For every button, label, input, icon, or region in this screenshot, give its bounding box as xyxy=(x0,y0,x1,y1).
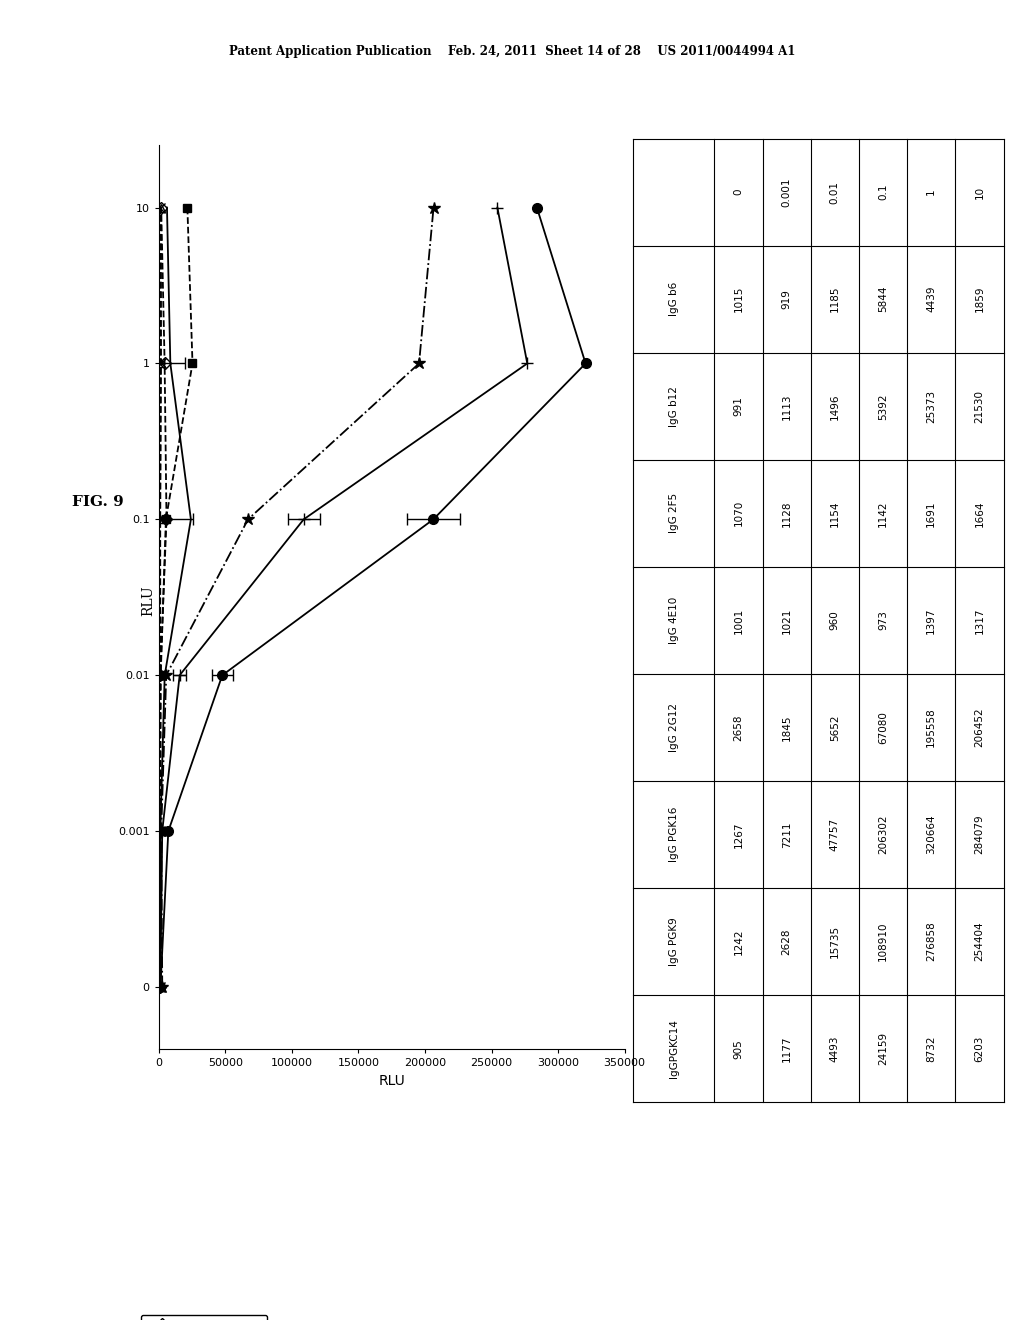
Text: 5844: 5844 xyxy=(878,286,888,313)
Text: 4493: 4493 xyxy=(829,1035,840,1061)
Text: 10: 10 xyxy=(975,186,984,199)
Text: 4439: 4439 xyxy=(927,286,936,313)
Text: 254404: 254404 xyxy=(975,921,984,961)
Text: 0: 0 xyxy=(733,189,743,195)
Text: 1691: 1691 xyxy=(927,500,936,527)
Text: 8732: 8732 xyxy=(927,1035,936,1061)
Text: IgG b6: IgG b6 xyxy=(669,282,679,317)
X-axis label: RLU: RLU xyxy=(378,1074,406,1088)
Text: 1845: 1845 xyxy=(781,714,792,741)
Text: 1185: 1185 xyxy=(829,286,840,313)
Text: 15735: 15735 xyxy=(829,925,840,958)
Text: 2658: 2658 xyxy=(733,714,743,741)
Text: 206452: 206452 xyxy=(975,708,984,747)
Text: 206302: 206302 xyxy=(878,814,888,854)
Text: 0.001: 0.001 xyxy=(781,177,792,207)
Text: 1070: 1070 xyxy=(733,500,743,527)
Text: 1177: 1177 xyxy=(781,1035,792,1061)
Text: IgG PGK16: IgG PGK16 xyxy=(669,807,679,862)
Text: 21530: 21530 xyxy=(975,389,984,422)
Text: 0.01: 0.01 xyxy=(829,181,840,203)
Text: 1128: 1128 xyxy=(781,500,792,527)
Text: IgG 4E10: IgG 4E10 xyxy=(669,597,679,644)
Text: 919: 919 xyxy=(781,289,792,309)
Text: 1021: 1021 xyxy=(781,607,792,634)
Text: RLU: RLU xyxy=(141,585,156,616)
Text: IgGPGKC14: IgGPGKC14 xyxy=(669,1019,679,1078)
Text: 1015: 1015 xyxy=(733,286,743,313)
Text: Patent Application Publication    Feb. 24, 2011  Sheet 14 of 28    US 2011/00449: Patent Application Publication Feb. 24, … xyxy=(228,45,796,58)
Text: 0.1: 0.1 xyxy=(878,183,888,201)
Text: IgG b12: IgG b12 xyxy=(669,385,679,426)
Text: 1154: 1154 xyxy=(829,500,840,527)
Text: 47757: 47757 xyxy=(829,818,840,851)
Text: 276858: 276858 xyxy=(927,921,936,961)
Text: 1496: 1496 xyxy=(829,393,840,420)
Text: 67080: 67080 xyxy=(878,711,888,744)
Text: 1113: 1113 xyxy=(781,393,792,420)
Legend: ◇– IgG b6, ■– IgG b12, △– IgG 2F5, ×– IgG 4E10, ∗– IgG 2G12, ●– IgG PGK16, +– Ig: ◇– IgG b6, ■– IgG b12, △– IgG 2F5, ×– Ig… xyxy=(141,1315,267,1320)
Text: 1664: 1664 xyxy=(975,500,984,527)
Text: 905: 905 xyxy=(733,1039,743,1059)
Text: IgG 2F5: IgG 2F5 xyxy=(669,494,679,533)
Text: 24159: 24159 xyxy=(878,1032,888,1065)
Text: 108910: 108910 xyxy=(878,921,888,961)
Text: 5652: 5652 xyxy=(829,714,840,741)
Text: 25373: 25373 xyxy=(927,389,936,422)
Text: 6203: 6203 xyxy=(975,1035,984,1061)
Text: 991: 991 xyxy=(733,396,743,416)
Text: 1267: 1267 xyxy=(733,821,743,847)
Text: 320664: 320664 xyxy=(927,814,936,854)
Text: 1001: 1001 xyxy=(733,607,743,634)
Text: 1317: 1317 xyxy=(975,607,984,634)
Text: 195558: 195558 xyxy=(927,708,936,747)
Text: FIG. 9: FIG. 9 xyxy=(72,495,124,508)
Text: IgG PGK9: IgG PGK9 xyxy=(669,917,679,966)
Text: 5392: 5392 xyxy=(878,393,888,420)
Text: 960: 960 xyxy=(829,611,840,630)
Text: 284079: 284079 xyxy=(975,814,984,854)
Text: 1397: 1397 xyxy=(927,607,936,634)
Text: 7211: 7211 xyxy=(781,821,792,847)
Text: 1: 1 xyxy=(927,189,936,195)
Text: 1859: 1859 xyxy=(975,286,984,313)
Text: 2628: 2628 xyxy=(781,928,792,954)
Text: IgG 2G12: IgG 2G12 xyxy=(669,704,679,752)
Text: 1242: 1242 xyxy=(733,928,743,954)
Text: 973: 973 xyxy=(878,610,888,631)
Text: 1142: 1142 xyxy=(878,500,888,527)
